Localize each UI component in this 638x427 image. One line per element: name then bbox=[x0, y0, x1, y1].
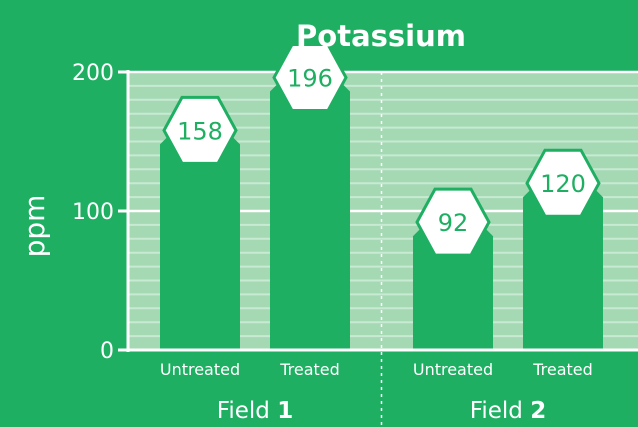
chart-title: Potassium bbox=[296, 19, 466, 53]
value-badge bbox=[525, 148, 601, 218]
category-label: Treated bbox=[279, 360, 340, 379]
y-axis-label: ppm bbox=[18, 195, 51, 258]
group-label-number: 1 bbox=[277, 398, 293, 424]
group-label-prefix: Field bbox=[470, 398, 530, 424]
value-badge bbox=[162, 95, 238, 165]
y-tick-label: 100 bbox=[72, 200, 114, 225]
group-label-number: 2 bbox=[530, 398, 546, 424]
data-label: 196 bbox=[287, 65, 333, 93]
value-badge bbox=[272, 43, 348, 113]
y-tick-label: 0 bbox=[100, 339, 114, 364]
category-label: Untreated bbox=[160, 360, 240, 379]
category-label: Untreated bbox=[413, 360, 493, 379]
data-label: 92 bbox=[438, 209, 469, 237]
bar bbox=[160, 130, 240, 350]
group-label: Field 1 bbox=[217, 398, 293, 424]
group-label-prefix: Field bbox=[217, 398, 277, 424]
category-label: Treated bbox=[532, 360, 593, 379]
group-label: Field 2 bbox=[470, 398, 546, 424]
bars: 158 196 92 120 bbox=[160, 43, 603, 350]
data-label: 158 bbox=[177, 117, 223, 145]
value-badge bbox=[415, 187, 491, 257]
bar bbox=[523, 183, 603, 350]
data-label: 120 bbox=[540, 170, 586, 198]
bar bbox=[270, 77, 350, 350]
y-tick-label: 200 bbox=[72, 61, 114, 86]
